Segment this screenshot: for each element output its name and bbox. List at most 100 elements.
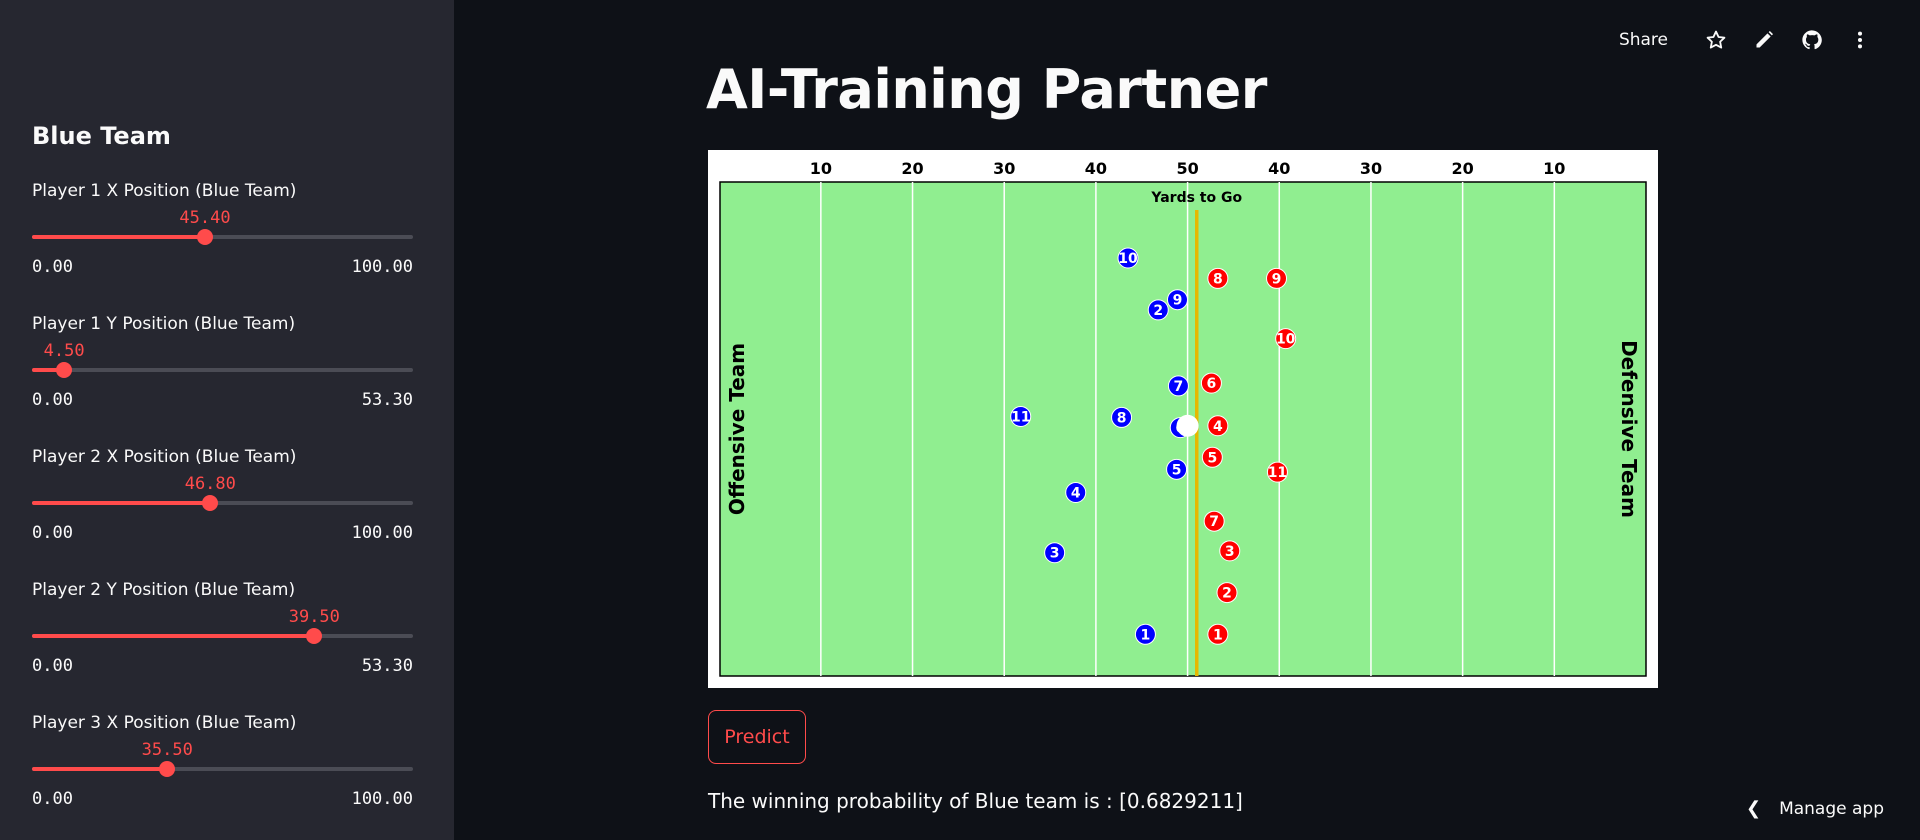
slider-label: Player 2 X Position (Blue Team)	[32, 447, 297, 467]
red-player-number: 5	[1207, 450, 1217, 466]
red-player	[1266, 461, 1288, 483]
red-player	[1207, 623, 1229, 645]
slider-value: 39.50	[288, 607, 340, 627]
blue-player-number: 7	[1174, 379, 1184, 395]
sidebar: Blue Team Player 1 X Position (Blue Team…	[0, 0, 454, 840]
slider-value: 45.40	[179, 208, 231, 228]
red-player	[1266, 267, 1288, 289]
red-player-number: 10	[1276, 332, 1296, 348]
red-player	[1207, 415, 1229, 437]
slider-min: 0.00	[32, 656, 73, 676]
star-icon[interactable]	[1692, 26, 1740, 54]
result-text: The winning probability of Blue team is …	[708, 789, 1243, 813]
slider-track[interactable]	[32, 761, 413, 777]
share-button[interactable]: Share	[1618, 30, 1668, 50]
slider-player2-x[interactable]: Player 2 X Position (Blue Team) 46.80 0.…	[32, 447, 413, 577]
slider-label: Player 3 X Position (Blue Team)	[32, 713, 297, 733]
header-toolbar: Share	[1619, 26, 1884, 54]
chevron-left-icon: ❮	[1745, 798, 1762, 819]
slider-value: 46.80	[184, 474, 236, 494]
slider-max: 53.30	[361, 390, 413, 410]
slider-track[interactable]	[32, 229, 413, 245]
red-player-number: 3	[1225, 544, 1235, 560]
slider-value: 4.50	[43, 341, 85, 361]
red-player	[1203, 510, 1225, 532]
red-player	[1207, 267, 1229, 289]
slider-value: 35.50	[141, 740, 193, 760]
red-player-number: 6	[1207, 376, 1217, 392]
slider-track[interactable]	[32, 362, 413, 378]
yard-label: 10	[1543, 159, 1565, 178]
red-player-number: 7	[1209, 514, 1219, 530]
slider-fill	[32, 368, 65, 372]
yard-label: 50	[1176, 159, 1198, 178]
slider-label: Player 1 Y Position (Blue Team)	[32, 314, 296, 334]
slider-player3-x[interactable]: Player 3 X Position (Blue Team) 35.50 0.…	[32, 713, 413, 840]
football-field-chart: 10 20 30 40 50 40 30 20 10 Yards to Go Offensive T…	[708, 150, 1658, 688]
blue-player-number: 2	[1153, 303, 1163, 319]
blue-player	[1111, 406, 1133, 428]
sidebar-title: Blue Team	[32, 122, 171, 150]
slider-label: Player 2 Y Position (Blue Team)	[32, 580, 296, 600]
defensive-team-label: Defensive Team	[1617, 340, 1641, 518]
blue-player	[1147, 299, 1169, 321]
red-player-number: 9	[1272, 271, 1282, 287]
blue-player	[1065, 481, 1087, 503]
red-player	[1200, 372, 1222, 394]
slider-thumb[interactable]	[306, 628, 323, 644]
offensive-team-label: Offensive Team	[725, 343, 749, 515]
blue-player-number: 3	[1050, 546, 1060, 562]
blue-player-number: 10	[1118, 251, 1138, 267]
github-icon[interactable]	[1788, 26, 1836, 54]
slider-label: Player 1 X Position (Blue Team)	[32, 181, 297, 201]
red-player	[1201, 446, 1223, 468]
manage-app-label: Manage app	[1779, 798, 1884, 819]
yard-label: 20	[1452, 159, 1474, 178]
yard-label: 10	[810, 159, 832, 178]
slider-track[interactable]	[32, 628, 413, 644]
slider-fill	[32, 634, 315, 638]
blue-player-number: 11	[1011, 409, 1030, 425]
slider-thumb[interactable]	[196, 229, 213, 245]
red-player	[1275, 328, 1297, 350]
slider-thumb[interactable]	[56, 362, 73, 378]
red-player-number: 4	[1213, 419, 1223, 435]
blue-player	[1117, 247, 1139, 269]
predict-button[interactable]: Predict	[708, 710, 806, 764]
blue-player	[1166, 289, 1188, 311]
slider-thumb[interactable]	[202, 495, 219, 511]
yard-label: 40	[1085, 159, 1107, 178]
slider-max: 100.00	[351, 257, 413, 277]
blue-player-number: 1	[1141, 627, 1151, 643]
slider-max: 100.00	[351, 523, 413, 543]
slider-min: 0.00	[32, 789, 73, 809]
red-player-number: 8	[1213, 271, 1223, 287]
manage-app-button[interactable]: ❮ Manage app	[1746, 798, 1884, 819]
pencil-icon[interactable]	[1740, 26, 1788, 54]
more-vert-icon[interactable]	[1836, 26, 1884, 54]
yard-label: 40	[1268, 159, 1290, 178]
slider-track[interactable]	[32, 495, 413, 511]
red-player	[1219, 540, 1241, 562]
blue-player-number: 4	[1071, 485, 1081, 501]
slider-thumb[interactable]	[159, 761, 176, 777]
slider-min: 0.00	[32, 257, 73, 277]
yard-label: 20	[901, 159, 923, 178]
blue-player	[1134, 623, 1156, 645]
yard-label: 30	[993, 159, 1015, 178]
slider-min: 0.00	[32, 523, 73, 543]
slider-player1-x[interactable]: Player 1 X Position (Blue Team) 45.40 0.…	[32, 181, 413, 311]
blue-player-number: 9	[1173, 293, 1183, 309]
red-player-number: 2	[1222, 586, 1232, 602]
blue-player	[1167, 375, 1189, 397]
slider-player1-y[interactable]: Player 1 Y Position (Blue Team) 4.50 0.0…	[32, 314, 413, 444]
slider-player2-y[interactable]: Player 2 Y Position (Blue Team) 39.50 0.…	[32, 580, 413, 710]
red-player-number: 1	[1213, 627, 1223, 643]
yard-label: 30	[1360, 159, 1382, 178]
slider-max: 53.30	[361, 656, 413, 676]
blue-player	[1010, 405, 1032, 427]
yards-to-go-label: Yards to Go	[1150, 190, 1242, 206]
page-title: AI-Training Partner	[706, 58, 1267, 121]
red-player	[1216, 582, 1238, 604]
slider-min: 0.00	[32, 390, 73, 410]
